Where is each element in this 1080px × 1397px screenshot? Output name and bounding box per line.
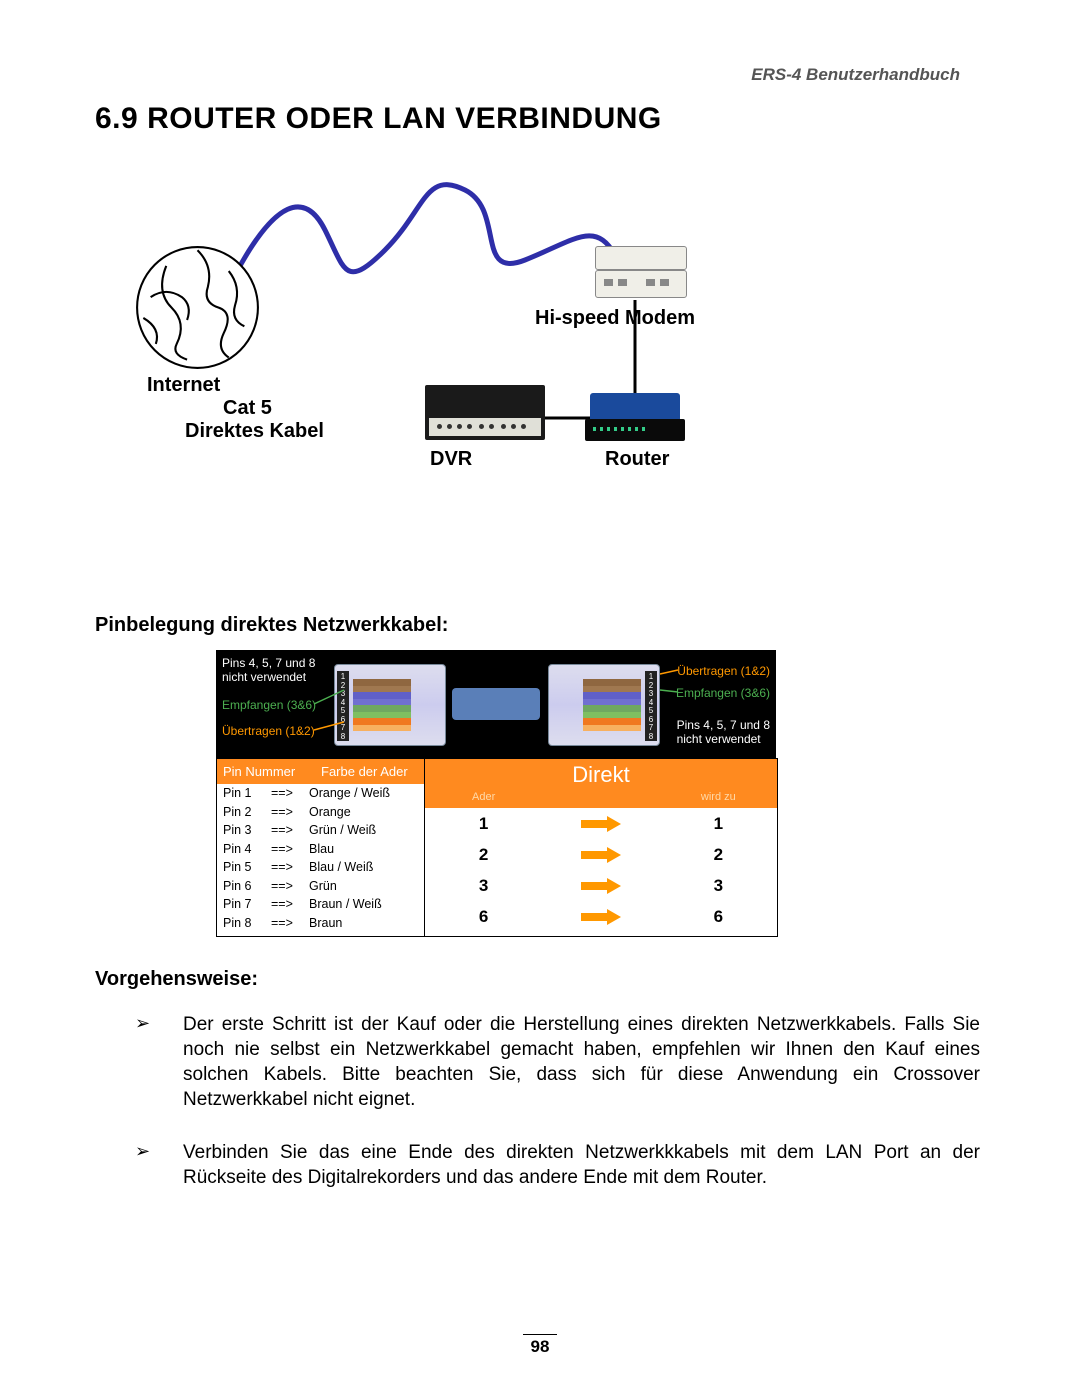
direkt-table-row: 33 [425,870,777,901]
cable-pinout-diagram: Pins 4, 5, 7 und 8 nicht verwendet Empfa… [216,650,776,935]
doc-header: ERS-4 Benutzerhandbuch [751,65,960,85]
section-number: 6.9 [95,102,138,135]
label-cat5: Cat 5 [223,397,272,420]
modem-icon [595,246,685,296]
page-number: 98 [0,1334,1080,1358]
pin-color-table: Pin Nummer Farbe der Ader Pin 1==>Orange… [216,758,426,937]
label-internet: Internet [147,374,220,397]
direkt-table-subheader: Ader wird zu [425,791,777,808]
cable-top-panel: Pins 4, 5, 7 und 8 nicht verwendet Empfa… [216,650,776,758]
label-router: Router [605,448,669,471]
pin-table-row: Pin 8==>Braun [217,914,425,933]
subheading-vorgehensweise: Vorgehensweise: [95,968,258,991]
label-direktes-kabel: Direktes Kabel [185,420,324,443]
direkt-mapping-table: Direkt Ader wird zu 11223366 [424,758,778,937]
pin-table-row: Pin 1==>Orange / Weiß [217,784,425,803]
step-item: ➢Verbinden Sie das eine Ende des direkte… [95,1140,980,1190]
pin-table-row: Pin 6==>Grün [217,877,425,896]
globe-icon [135,245,260,370]
network-topology-diagram: Internet Cat 5 Direktes Kabel DVR Router… [95,160,845,500]
subheading-pinbelegung: Pinbelegung direktes Netzwerkkabel: [95,614,448,637]
pin-table-header: Pin Nummer Farbe der Ader [217,759,425,784]
pin-table-row: Pin 4==>Blau [217,840,425,859]
steps-list: ➢Der erste Schritt ist der Kauf oder die… [95,1012,980,1218]
label-dvr: DVR [430,448,472,471]
pin-table-row: Pin 7==>Braun / Weiß [217,895,425,914]
direkt-table-row: 22 [425,839,777,870]
pin-table-row: Pin 5==>Blau / Weiß [217,858,425,877]
pin-table-row: Pin 3==>Grün / Weiß [217,821,425,840]
label-modem: Hi-speed Modem [535,307,695,330]
direkt-table-row: 66 [425,901,777,932]
pin-table-row: Pin 2==>Orange [217,803,425,822]
direkt-table-title: Direkt [425,759,777,791]
dvr-icon [425,385,545,440]
router-icon [585,393,685,441]
section-title-text: ROUTER ODER LAN VERBINDUNG [147,102,662,135]
step-item: ➢Der erste Schritt ist der Kauf oder die… [95,1012,980,1112]
direkt-table-row: 11 [425,808,777,839]
section-heading: 6.9 ROUTER ODER LAN VERBINDUNG [95,102,662,136]
